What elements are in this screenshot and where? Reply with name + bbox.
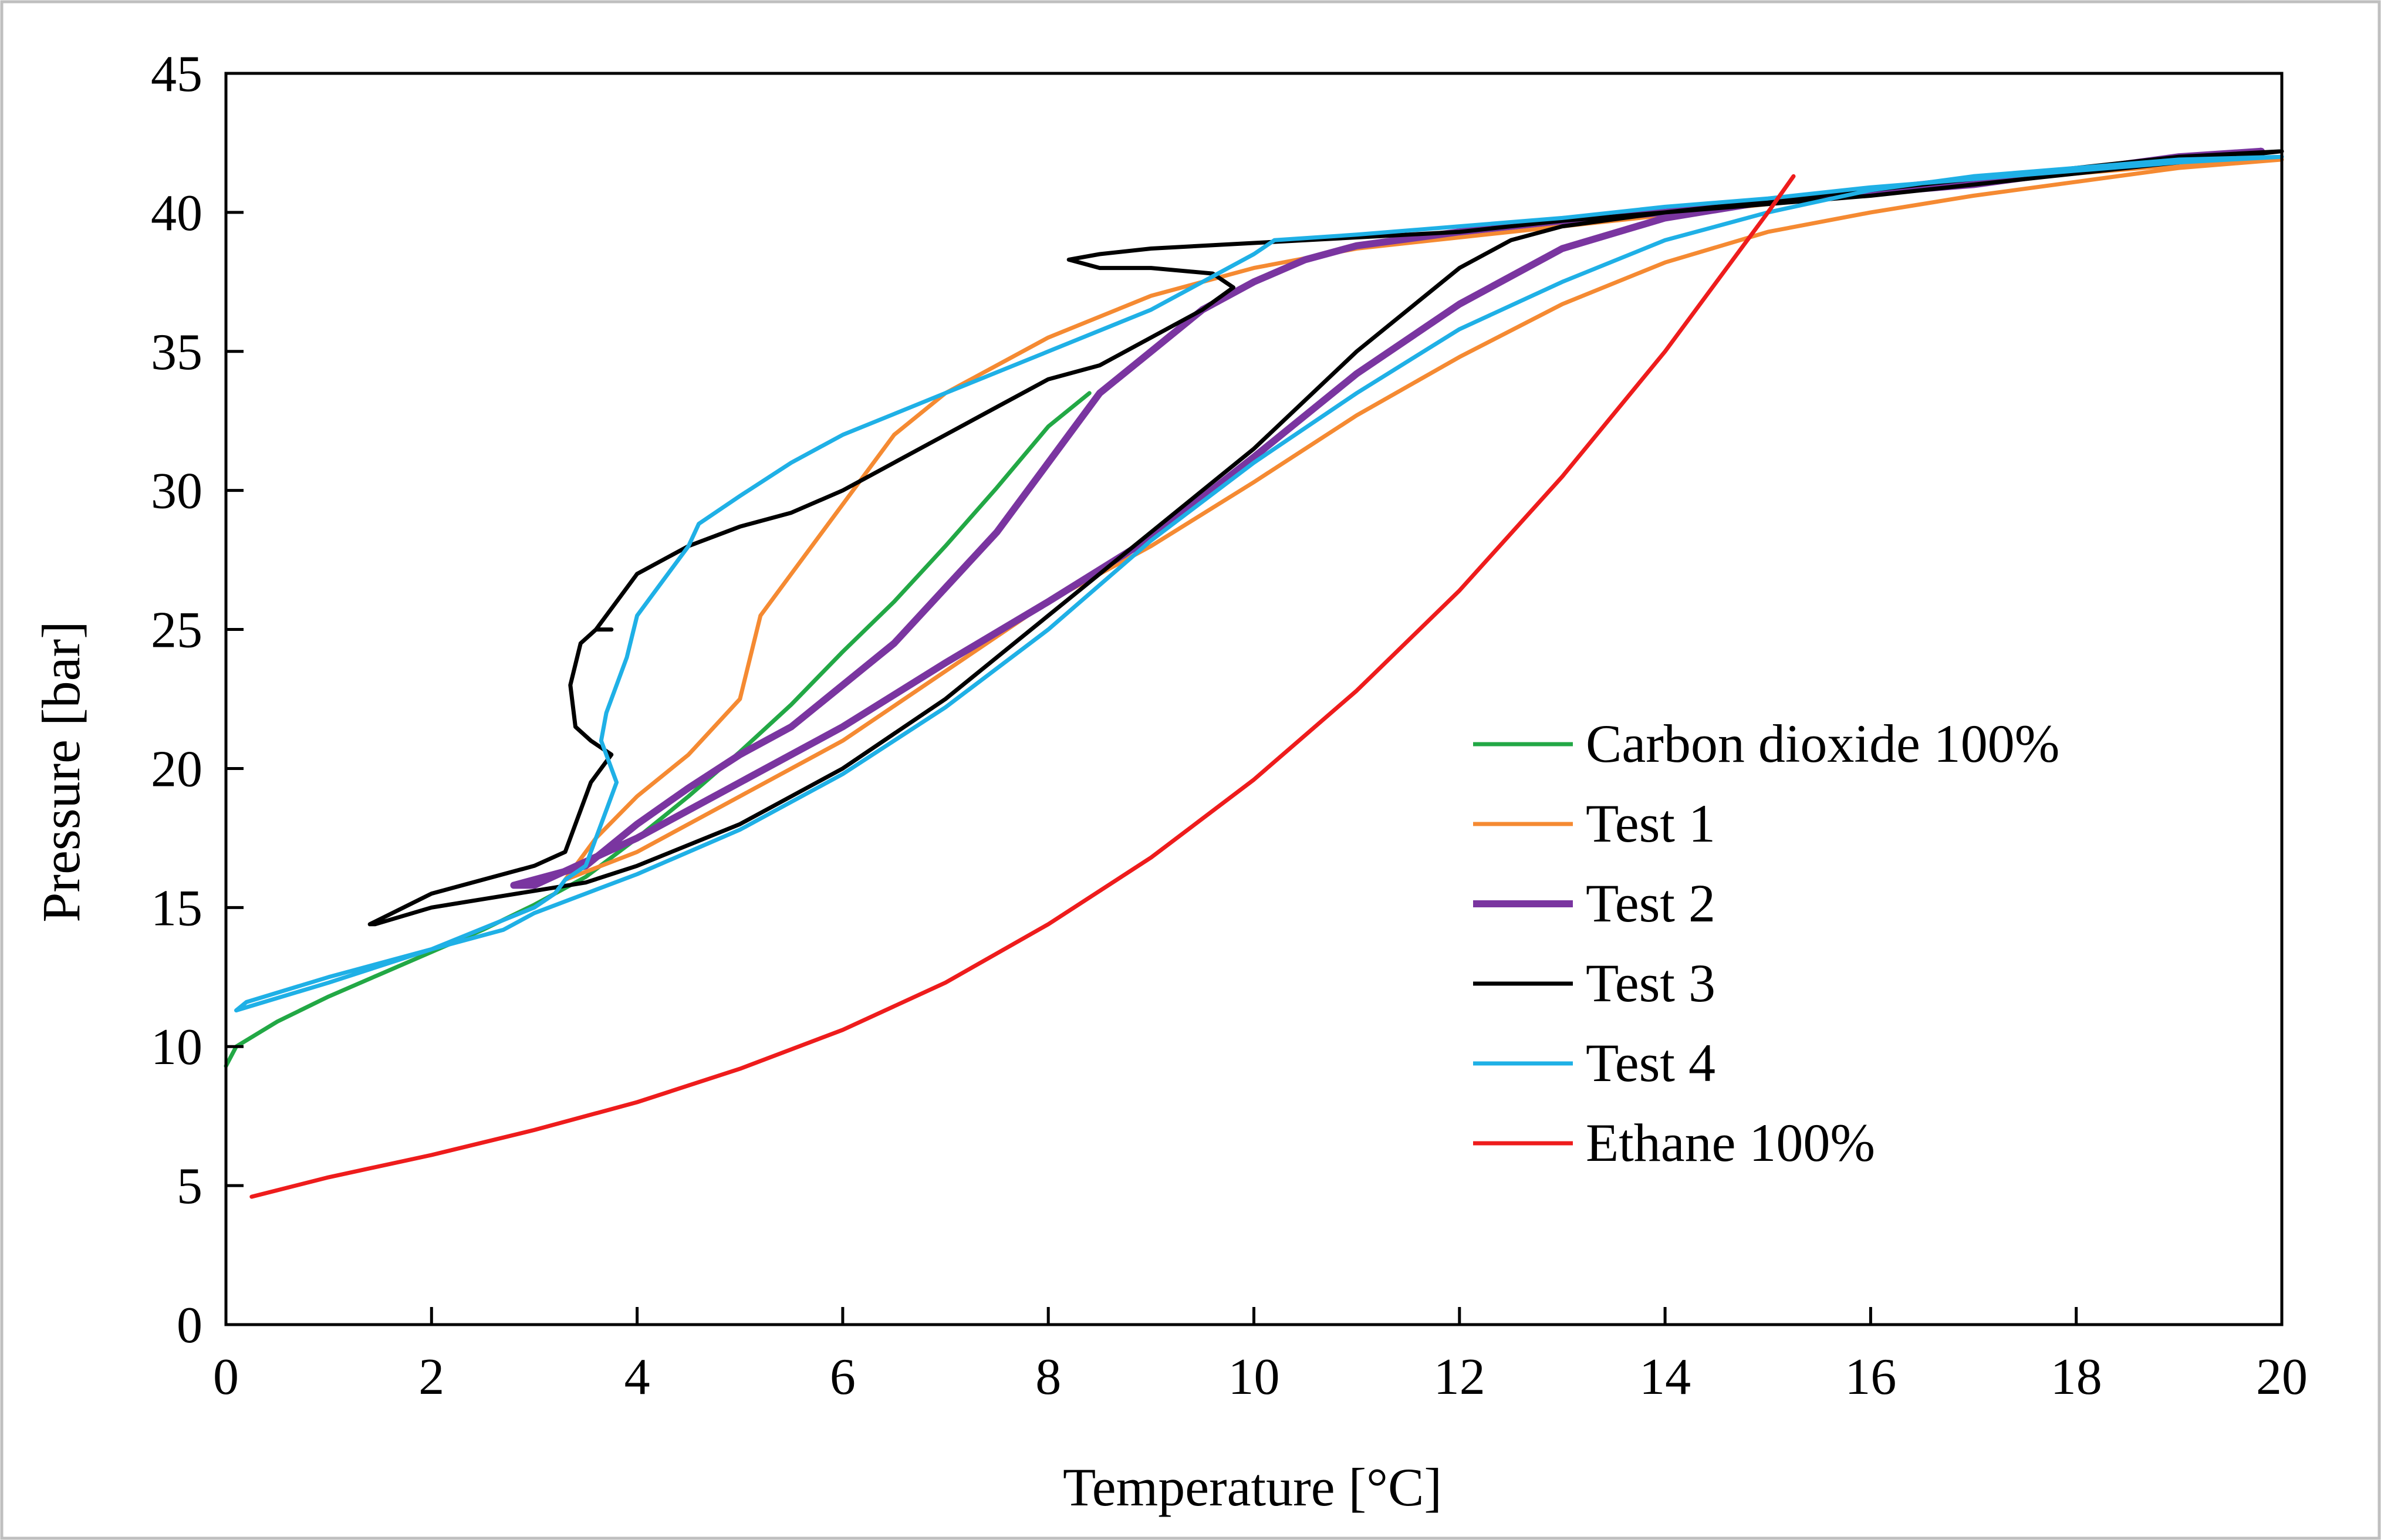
legend: Carbon dioxide 100% Test 1 Test 2 Test 3 Tes… bbox=[1473, 714, 2059, 1173]
y-tick-label: 15 bbox=[151, 880, 202, 937]
series-line-test-4 bbox=[234, 154, 2284, 1013]
x-tick-label: 10 bbox=[1228, 1349, 1280, 1406]
y-tick-label: 0 bbox=[177, 1297, 202, 1354]
y-tick-label: 25 bbox=[151, 602, 202, 659]
series-line-test-3 bbox=[367, 149, 2284, 927]
y-tick-label: 10 bbox=[151, 1019, 202, 1076]
x-tick-label: 14 bbox=[1639, 1349, 1691, 1406]
x-tick-label: 8 bbox=[1035, 1349, 1061, 1406]
series-line-ethane-100-pct bbox=[249, 174, 1796, 1199]
plot-area bbox=[224, 147, 2284, 1199]
y-tick-label: 40 bbox=[151, 185, 202, 242]
y-tick-label: 30 bbox=[151, 463, 202, 520]
legend-label-test-2: Test 2 bbox=[1586, 873, 1715, 933]
y-tick-label: 45 bbox=[151, 46, 202, 103]
legend-label-test-1: Test 1 bbox=[1586, 793, 1715, 853]
x-tick-label: 6 bbox=[830, 1349, 856, 1406]
x-tick-label: 20 bbox=[2256, 1349, 2308, 1406]
x-tick-label: 18 bbox=[2051, 1349, 2102, 1406]
x-axis-title: Temperature [°C] bbox=[1063, 1457, 1442, 1517]
legend-label-carbon-dioxide-100-pct: Carbon dioxide 100% bbox=[1586, 714, 2059, 774]
x-tick-label: 2 bbox=[418, 1349, 444, 1406]
legend-label-ethane-100-pct: Ethane 100% bbox=[1586, 1113, 1875, 1173]
legend-label-test-3: Test 3 bbox=[1586, 953, 1715, 1013]
y-tick-label: 5 bbox=[177, 1158, 202, 1215]
x-tick-label: 0 bbox=[213, 1349, 239, 1406]
x-tick-label: 4 bbox=[624, 1349, 650, 1406]
y-tick-label: 35 bbox=[151, 324, 202, 381]
x-tick-label: 16 bbox=[1845, 1349, 1896, 1406]
legend-label-test-4: Test 4 bbox=[1586, 1033, 1715, 1093]
axes: 0 2 4 6 8 10 12 14 16 18 20 0 5 10 15 20 25 30 35 40 45 bbox=[151, 46, 2308, 1406]
x-tick-label: 12 bbox=[1434, 1349, 1485, 1406]
y-tick-label: 20 bbox=[151, 741, 202, 798]
y-axis-title: Pressure [bar] bbox=[31, 621, 91, 922]
